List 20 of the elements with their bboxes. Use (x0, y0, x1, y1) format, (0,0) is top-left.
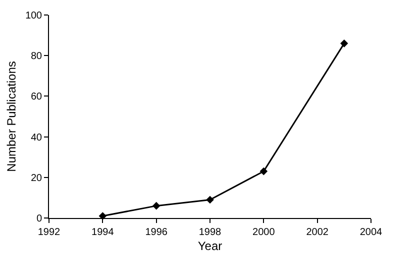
point (152, 202, 160, 210)
x-tick-label: 1998 (198, 227, 222, 238)
x-axis-title: Year (198, 238, 222, 253)
x-tick-label: 2000 (252, 227, 276, 238)
point (98, 212, 107, 220)
y-tick-label: 20 (30, 172, 42, 184)
y-tick-label: 60 (30, 92, 42, 103)
y-tick-label: 40 (30, 132, 42, 144)
point (340, 40, 348, 48)
x-tick-label: 1992 (38, 227, 61, 238)
x-tick-label: 1996 (145, 227, 168, 238)
y-tick-label: 0 (36, 214, 42, 224)
x-tick-label: 2002 (306, 227, 329, 238)
x-tick-label: 1994 (92, 227, 114, 238)
point (206, 196, 214, 204)
y-axis-title: Number Publications (4, 61, 19, 172)
point (260, 167, 268, 176)
y-tick-label: 80 (30, 51, 42, 62)
y-tick-label: 100 (25, 10, 42, 22)
x-tick-label: 2004 (360, 227, 383, 238)
